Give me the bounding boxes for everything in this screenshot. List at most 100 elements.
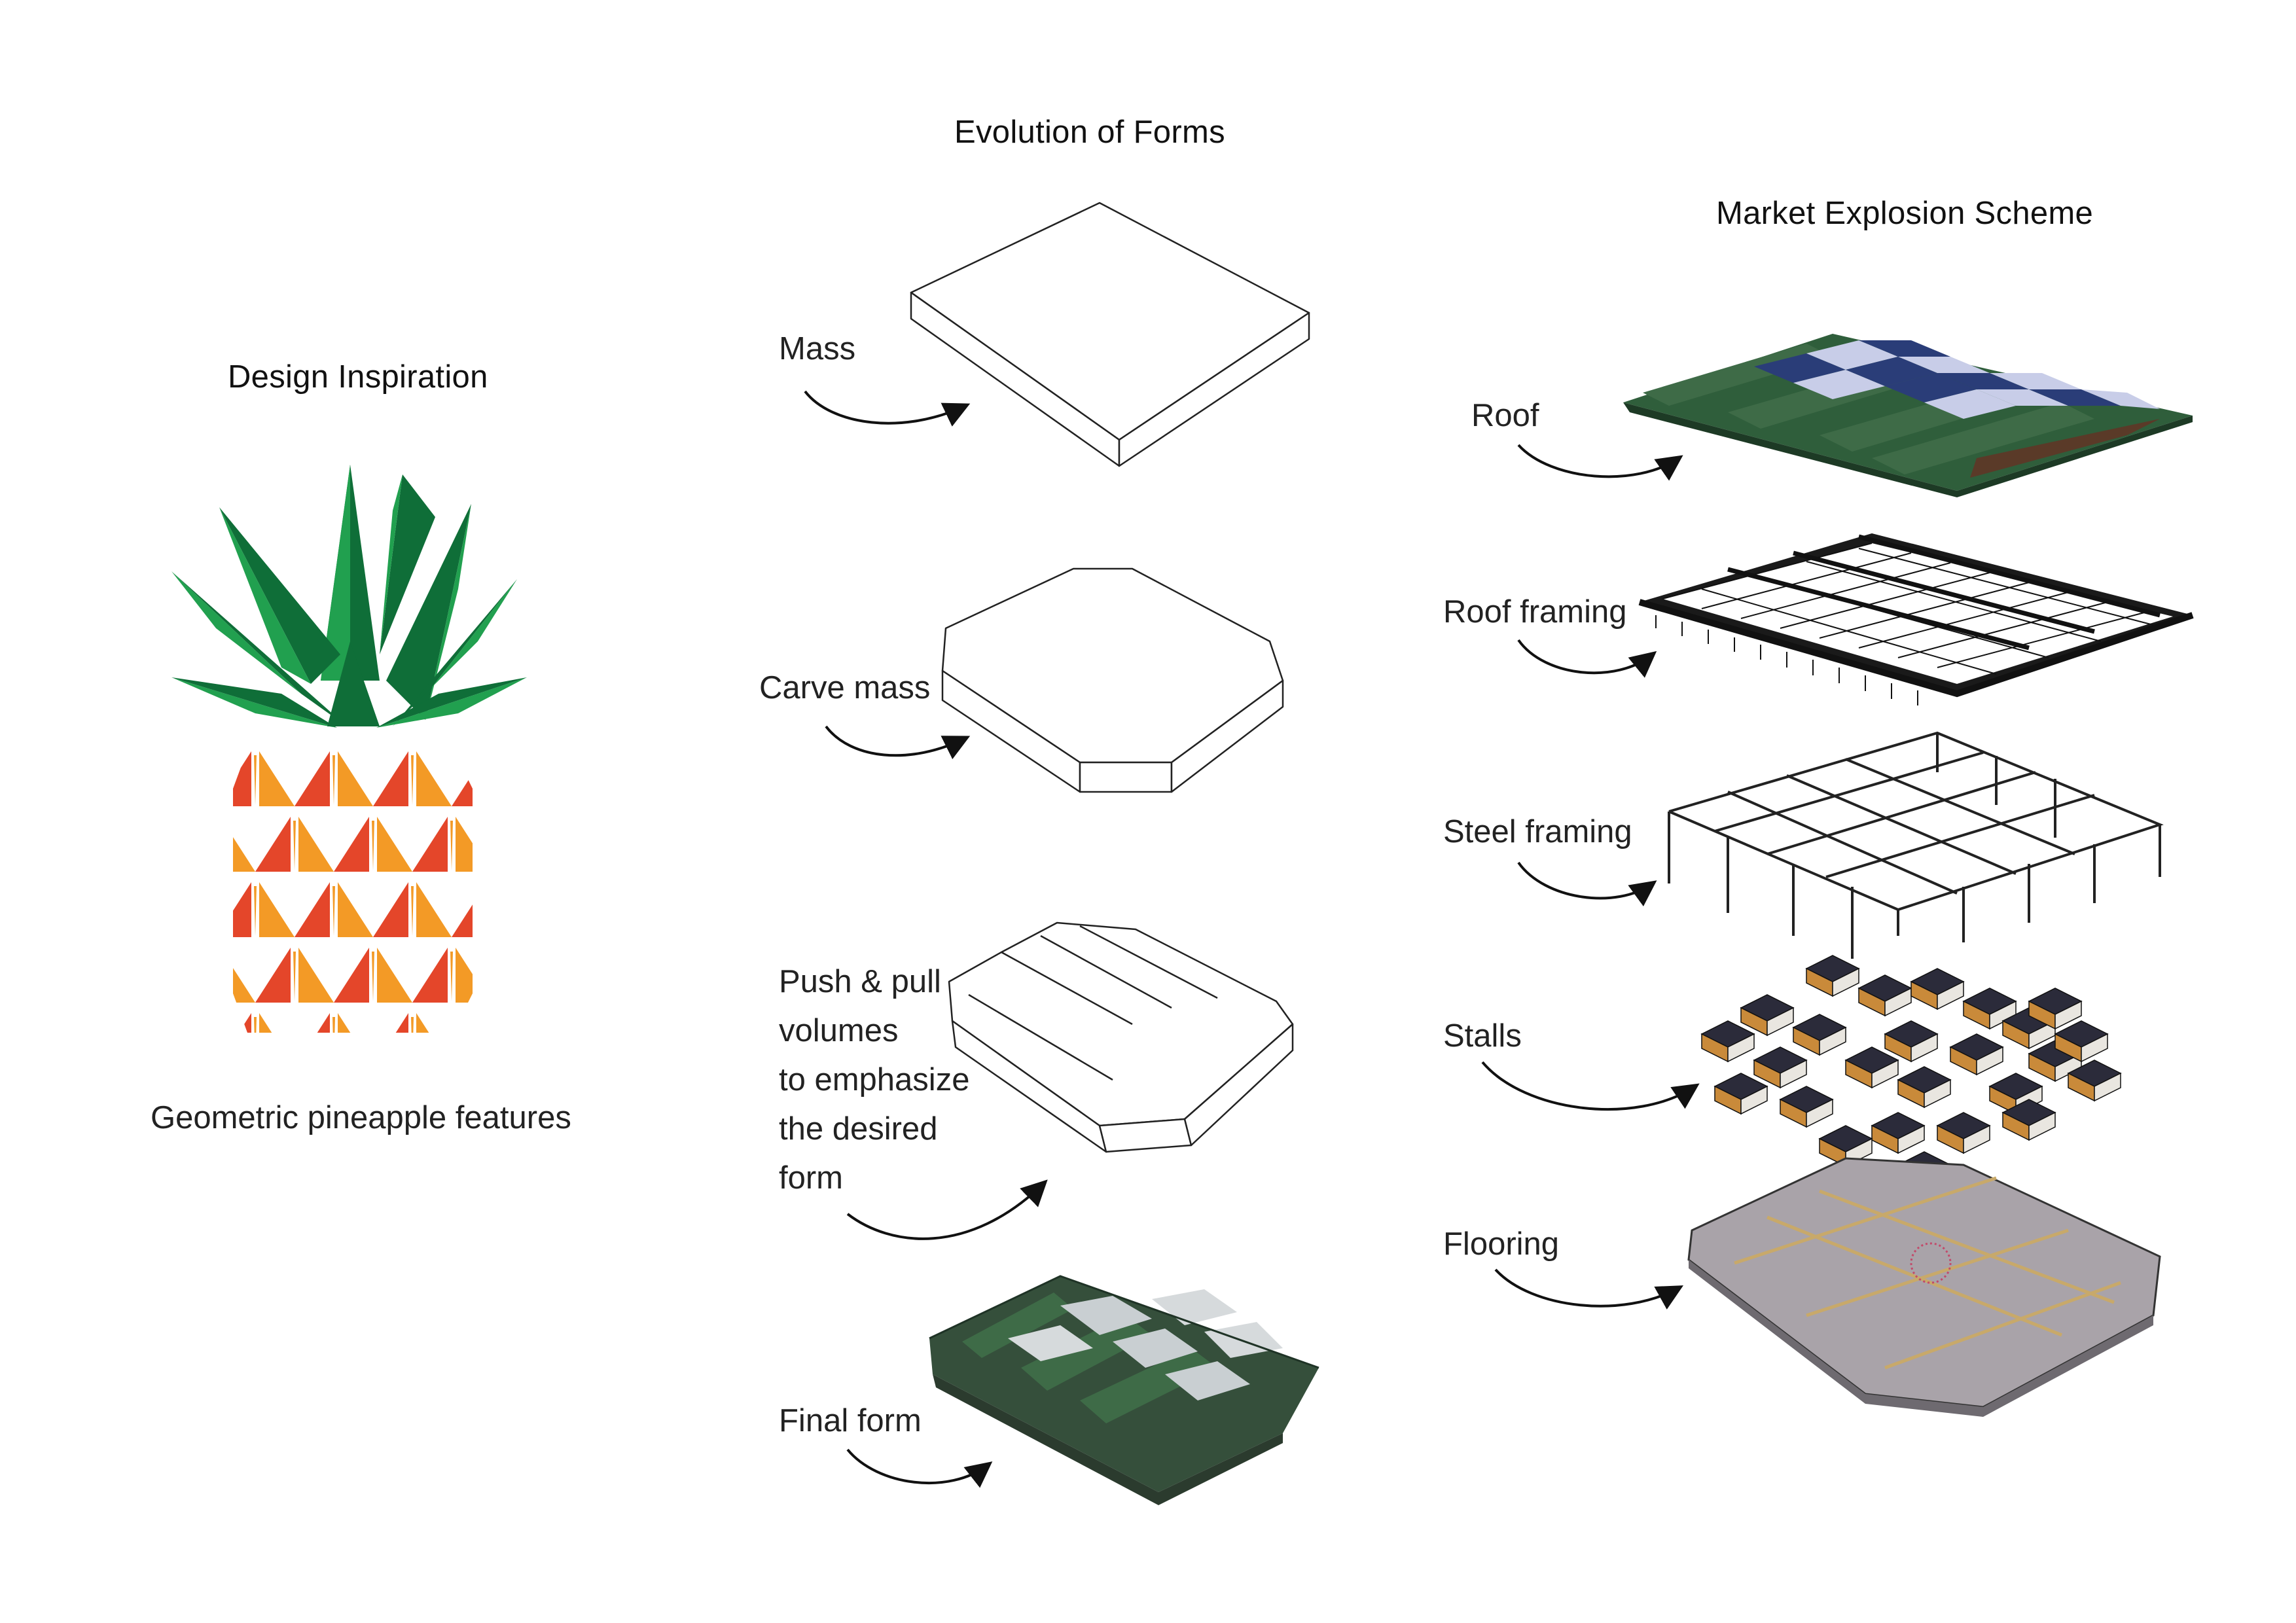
leaf — [376, 677, 527, 728]
leaf — [386, 504, 471, 720]
leaf — [219, 507, 340, 684]
fruit-facet — [254, 1017, 257, 1033]
fruit-facet — [338, 882, 373, 937]
fruit-facet — [255, 948, 291, 1003]
stall — [1740, 1085, 1768, 1115]
evolution-title: Evolution of Forms — [954, 115, 1225, 150]
arrow-push-pull — [846, 1179, 1048, 1240]
arrow-roof — [1517, 444, 1683, 481]
stall — [1819, 1026, 1846, 1056]
carved-mass-block — [941, 567, 1284, 793]
fruit-facet — [411, 1017, 414, 1033]
stalls-layer — [1700, 955, 2122, 1194]
push-pull-line-2: volumes — [779, 1013, 899, 1048]
fruit-facet — [334, 948, 369, 1003]
fruit-facet — [233, 817, 255, 872]
stall — [1727, 1033, 1755, 1063]
stall — [1832, 967, 1859, 997]
fruit-facet — [377, 817, 412, 872]
fruit-facet — [295, 751, 330, 806]
fruit-facet — [416, 751, 452, 806]
stall — [1780, 1059, 1807, 1089]
fruit-facet — [295, 1013, 330, 1033]
fruit-facet — [259, 882, 295, 937]
fruit-facet — [411, 886, 414, 936]
stall — [1767, 1007, 1794, 1037]
push-pull-line-5: form — [779, 1160, 843, 1196]
design-inspiration-title: Design Inspiration — [228, 359, 488, 395]
evolution-step-mass: Mass — [779, 331, 856, 366]
fruit-facet — [259, 1013, 295, 1033]
fruit-facet — [452, 882, 473, 937]
fruit-facet — [332, 886, 335, 936]
stall — [2054, 1000, 2082, 1030]
fruit-facet — [373, 751, 408, 806]
fruit-facet — [416, 882, 452, 937]
fruit-facet — [293, 821, 296, 870]
fruit-facet — [255, 817, 291, 872]
explosion-title: Market Explosion Scheme — [1716, 196, 2094, 231]
fruit-facet — [298, 817, 334, 872]
layer-roof-framing-label: Roof framing — [1443, 594, 1627, 630]
stall — [1871, 1059, 1899, 1089]
fruit-facet — [338, 751, 373, 806]
fruit-facet — [334, 817, 369, 872]
stall — [1976, 1046, 2003, 1076]
arrow-final — [846, 1448, 993, 1488]
evolution-step-carve: Carve mass — [759, 670, 931, 705]
fruit-facet — [259, 751, 295, 806]
fruit-facet — [412, 817, 448, 872]
fruit-facet — [254, 886, 257, 936]
fruit-facet — [332, 1017, 335, 1033]
leaf — [425, 504, 471, 720]
push-pull-block — [948, 921, 1294, 1153]
stall — [2094, 1072, 2121, 1102]
leaf — [393, 579, 517, 726]
stall — [1937, 980, 1964, 1010]
evolution-step-final: Final form — [779, 1403, 922, 1438]
push-pull-line-1: Push & pull — [779, 964, 941, 999]
fruit-facet — [416, 1013, 452, 1033]
steel-framing-layer — [1668, 731, 2164, 959]
fruit-facet — [332, 755, 335, 805]
fruit-facet — [377, 948, 412, 1003]
arrow-steel-framing — [1517, 861, 1657, 906]
fruit-facet — [412, 948, 448, 1003]
leaf — [171, 677, 337, 728]
leaf — [171, 571, 347, 726]
leaf — [432, 579, 517, 687]
stall — [2081, 1033, 2108, 1063]
fruit-facet — [373, 882, 408, 937]
stall — [1806, 1098, 1833, 1128]
fruit-facet — [456, 948, 473, 1003]
fruit-facet — [372, 821, 374, 870]
inspiration-caption: Geometric pineapple features — [151, 1100, 571, 1135]
layer-flooring-label: Flooring — [1443, 1226, 1560, 1262]
evolution-step-push-pull: Push & pull volumes to emphasize the des… — [779, 957, 969, 1203]
fruit-facet — [293, 952, 296, 1001]
arrow-roof-framing — [1517, 639, 1657, 678]
stall — [1963, 1124, 1990, 1154]
roof-layer — [1623, 334, 2193, 497]
arrow-mass — [804, 390, 971, 427]
pineapple-fruit — [233, 746, 473, 1033]
layer-steel-framing-label: Steel framing — [1443, 814, 1632, 849]
fruit-facet — [338, 1013, 373, 1033]
stall — [1897, 1124, 1925, 1154]
fruit-facet — [298, 948, 334, 1003]
push-pull-line-3: to emphasize — [779, 1062, 970, 1097]
layer-stalls-label: Stalls — [1443, 1018, 1522, 1054]
fruit-facet — [295, 882, 330, 937]
leaf — [171, 571, 301, 694]
arrow-carve — [825, 725, 971, 760]
fruit-facet — [233, 882, 251, 937]
fruit-facet — [373, 1013, 408, 1033]
final-form-model — [929, 1275, 1319, 1505]
fruit-facet — [456, 817, 473, 872]
push-pull-line-4: the desired — [779, 1111, 938, 1147]
fruit-facet — [254, 755, 257, 805]
